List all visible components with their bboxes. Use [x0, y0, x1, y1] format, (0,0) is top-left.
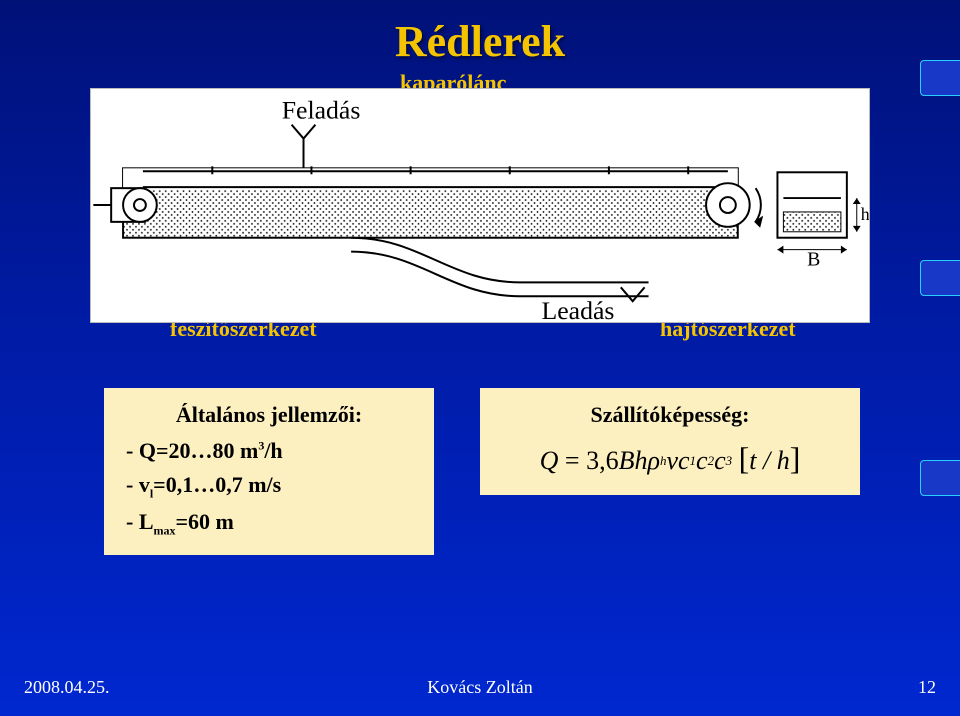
capacity-box: Szállítóképesség: Q = 3,6Bhρhvc1c2c3 [t …: [480, 388, 860, 495]
capacity-unit: t / h: [749, 446, 789, 476]
diagram-text-feladas: Feladás: [282, 96, 361, 125]
general-v: - vl=0,1…0,7 m/s: [126, 472, 416, 501]
general-heading: Általános jellemzői:: [122, 402, 416, 428]
diagram-dim-b: B: [807, 248, 820, 270]
general-l: - Lmax=60 m: [126, 509, 416, 538]
capacity-formula: Q = 3,6Bhρhvc1c2c3 [t / h]: [498, 442, 842, 479]
machine-diagram: Feladás: [90, 88, 870, 323]
edge-stripe: [920, 460, 960, 496]
diagram-text-leadas: Leadás: [541, 296, 614, 322]
capacity-heading: Szállítóképesség:: [498, 402, 842, 428]
footer-author: Kovács Zoltán: [0, 677, 960, 698]
general-q: - Q=20…80 m3/h: [126, 438, 416, 464]
footer-page: 12: [918, 677, 936, 698]
diagram-dim-h: h: [861, 204, 869, 224]
general-characteristics-box: Általános jellemzői: - Q=20…80 m3/h - vl…: [104, 388, 434, 555]
capacity-coeff: 3,6: [586, 446, 619, 476]
page-title: Rédlerek: [0, 16, 960, 67]
edge-stripe: [920, 260, 960, 296]
